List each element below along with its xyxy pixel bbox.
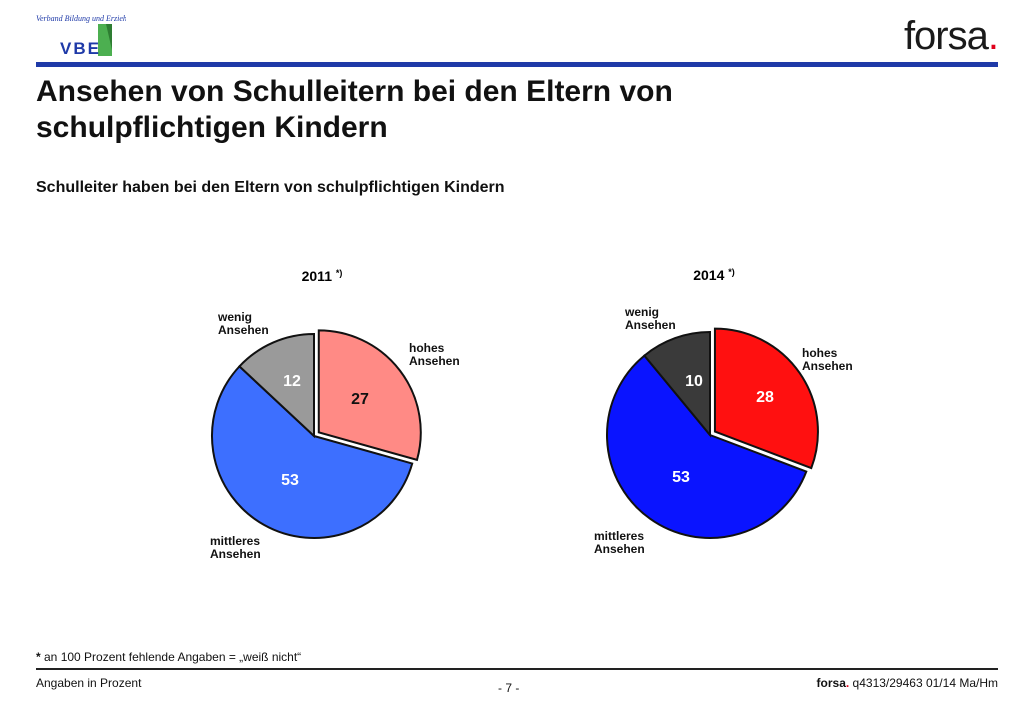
page-number: - 7 - — [498, 681, 520, 695]
slice-value: 53 — [672, 469, 690, 486]
slice-value: 28 — [756, 389, 774, 406]
pie-slice — [317, 329, 422, 462]
vbe-logo-tagline: Verband Bildung und Erziehung — [36, 14, 126, 23]
footer-rule — [36, 668, 998, 670]
slice-value: 10 — [685, 373, 703, 390]
chart-title-sup: *) — [336, 268, 343, 278]
footer-units: Angaben in Prozent — [36, 676, 142, 690]
slice-label: wenig — [624, 305, 659, 319]
slice-label: Ansehen — [210, 547, 261, 561]
slice-label: hohes — [409, 341, 445, 355]
pie-slice — [606, 354, 808, 539]
slice-label: mittleres — [210, 534, 260, 548]
slice-label: Ansehen — [802, 359, 853, 373]
pie-slice — [713, 327, 819, 470]
slice-label: Ansehen — [594, 542, 645, 556]
slice-label: wenig — [217, 310, 252, 324]
chart-title-main: 2014 — [693, 267, 728, 283]
slice-value: 12 — [283, 373, 301, 390]
footer-source: forsa. q4313/29463 01/14 Ma/Hm — [816, 676, 998, 690]
chart-title-main: 2011 — [302, 268, 336, 284]
slice-label: Ansehen — [218, 323, 269, 337]
pie-slice — [238, 332, 315, 439]
slice-label: Ansehen — [625, 318, 676, 332]
pie-slice — [211, 364, 414, 539]
slice-label: hohes — [802, 346, 838, 360]
header-rule — [36, 62, 998, 67]
forsa-logo: forsa. — [903, 14, 999, 58]
vbe-logo-letters: VBE — [60, 39, 101, 58]
chart-title: 2011 *) — [302, 268, 343, 284]
chart-title: 2014 *) — [693, 267, 735, 283]
slice-label: Ansehen — [409, 354, 460, 368]
pie-slice — [642, 330, 711, 438]
slice-label: mittleres — [594, 529, 644, 543]
slice-value: 27 — [351, 391, 369, 408]
page-subtitle: Schulleiter haben bei den Eltern von sch… — [36, 179, 505, 196]
vbe-logo: Verband Bildung und Erziehung VBE — [36, 10, 139, 58]
chart-title-sup: *) — [728, 267, 735, 277]
page-title: Ansehen von Schulleitern bei den Eltern … — [36, 75, 673, 144]
slice-value: 53 — [281, 472, 299, 489]
footnote: * an 100 Prozent fehlende Angaben = „wei… — [36, 650, 302, 664]
